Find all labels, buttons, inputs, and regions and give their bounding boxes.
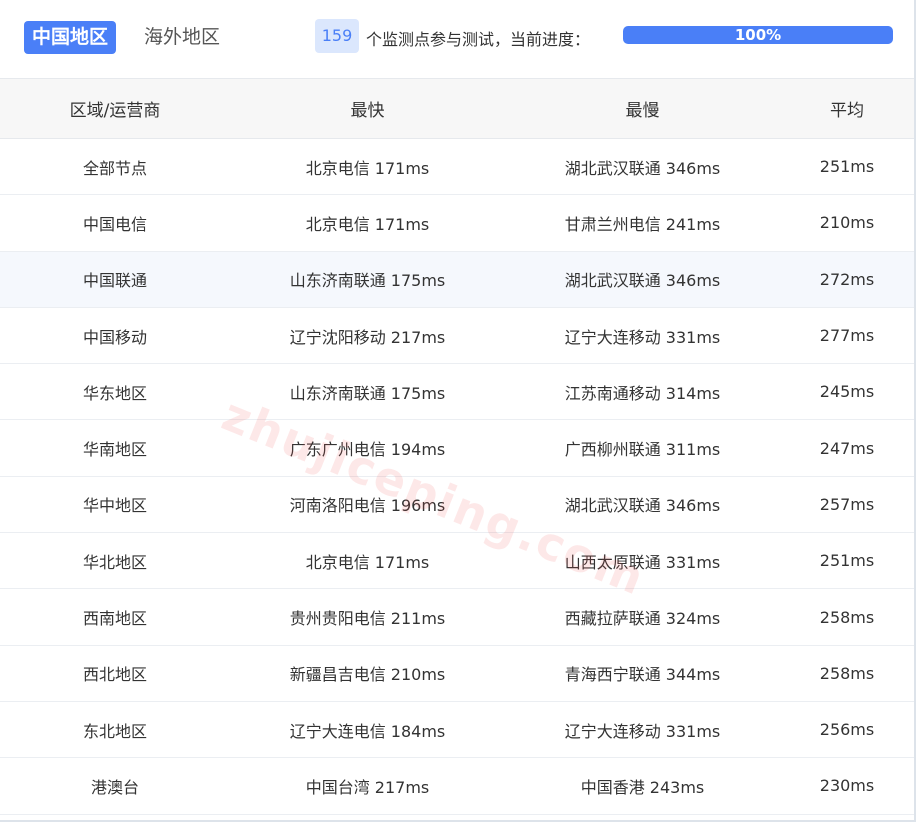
table-cell: 中国电信 [0,194,230,252]
table-cell: 251ms [780,138,914,196]
monitor-count-badge: 159 [315,19,359,53]
table-row[interactable]: 华东地区 山东济南联通 175ms 江苏南通移动 314ms 245ms [0,363,914,421]
table-cell: 辽宁大连电信 184ms [230,701,505,759]
table-cell: 北京电信 171ms [230,194,505,252]
table-cell: 西藏拉萨联通 324ms [505,588,780,646]
table-cell: 华中地区 [0,476,230,534]
column-header: 最快 [230,78,505,139]
table-row[interactable]: 中国电信 北京电信 171ms 甘肃兰州电信 241ms 210ms [0,194,914,252]
column-header: 平均 [780,78,914,139]
table-cell: 247ms [780,419,914,477]
table-cell: 210ms [780,194,914,252]
table-cell: 港澳台 [0,757,230,815]
table-cell: 277ms [780,307,914,365]
tab-overseas[interactable]: 海外地区 [144,26,221,48]
table-cell: 湖北武汉联通 346ms [505,476,780,534]
table-cell: 中国台湾 217ms [230,757,505,815]
table-cell: 256ms [780,701,914,759]
table-cell: 青海西宁联通 344ms [505,645,780,702]
table-cell: 辽宁沈阳移动 217ms [230,307,505,365]
table-cell: 河南洛阳电信 196ms [230,476,505,534]
table-cell: 北京电信 171ms [230,532,505,590]
table-row[interactable]: 港澳台 中国台湾 217ms 中国香港 243ms 230ms [0,757,914,815]
tab-china[interactable]: 中国地区 [24,21,117,54]
monitor-description: 个监测点参与测试，当前进度： [366,30,591,49]
table-cell: 辽宁大连移动 331ms [505,701,780,759]
table-row[interactable]: 东北地区 辽宁大连电信 184ms 辽宁大连移动 331ms 256ms [0,701,914,759]
table-row[interactable]: 中国移动 辽宁沈阳移动 217ms 辽宁大连移动 331ms 277ms [0,307,914,365]
table-cell: 广东广州电信 194ms [230,419,505,477]
progress-fill: 100% [623,26,893,44]
table-cell: 广西柳州联通 311ms [505,419,780,477]
table-row[interactable]: 西北地区 新疆昌吉电信 210ms 青海西宁联通 344ms 258ms [0,645,914,702]
table-cell: 山东济南联通 175ms [230,363,505,421]
table-cell: 华北地区 [0,532,230,590]
table-header: 区域/运营商 最快 最慢 平均 [0,78,914,139]
column-header: 最慢 [505,78,780,139]
table-cell: 西北地区 [0,645,230,702]
table-row[interactable]: 全部节点 北京电信 171ms 湖北武汉联通 346ms 251ms [0,138,914,196]
table-row[interactable]: 中国联通 山东济南联通 175ms 湖北武汉联通 346ms 272ms [0,251,914,308]
table-cell: 山东济南联通 175ms [230,251,505,308]
column-header: 区域/运营商 [0,78,230,139]
table-cell: 245ms [780,363,914,421]
table-cell: 251ms [780,532,914,590]
table-cell: 东北地区 [0,701,230,759]
table-cell: 中国联通 [0,251,230,308]
table-cell: 江苏南通移动 314ms [505,363,780,421]
table-cell: 湖北武汉联通 346ms [505,138,780,196]
table-cell: 230ms [780,757,914,815]
toolbar: 中国地区 海外地区 159 个监测点参与测试，当前进度： 100% [0,0,914,78]
table-cell: 北京电信 171ms [230,138,505,196]
table-row[interactable]: 华中地区 河南洛阳电信 196ms 湖北武汉联通 346ms 257ms [0,476,914,534]
table-row[interactable]: 西南地区 贵州贵阳电信 211ms 西藏拉萨联通 324ms 258ms [0,588,914,646]
table-cell: 湖北武汉联通 346ms [505,251,780,308]
results-table: 区域/运营商 最快 最慢 平均 全部节点 北京电信 171ms 湖北武汉联通 346ms 2… [0,78,914,815]
table-cell: 272ms [780,251,914,308]
table-cell: 新疆昌吉电信 210ms [230,645,505,702]
table-cell: 257ms [780,476,914,534]
progress-bar: 100% [623,26,893,44]
table-cell: 258ms [780,645,914,702]
table-cell: 中国移动 [0,307,230,365]
table-cell: 华东地区 [0,363,230,421]
table-cell: 贵州贵阳电信 211ms [230,588,505,646]
table-row[interactable]: 华南地区 广东广州电信 194ms 广西柳州联通 311ms 247ms [0,419,914,477]
table-cell: 全部节点 [0,138,230,196]
table-cell: 华南地区 [0,419,230,477]
table-cell: 258ms [780,588,914,646]
table-cell: 甘肃兰州电信 241ms [505,194,780,252]
table-cell: 山西太原联通 331ms [505,532,780,590]
table-cell: 西南地区 [0,588,230,646]
table-cell: 中国香港 243ms [505,757,780,815]
table-row[interactable]: 华北地区 北京电信 171ms 山西太原联通 331ms 251ms [0,532,914,590]
table-cell: 辽宁大连移动 331ms [505,307,780,365]
